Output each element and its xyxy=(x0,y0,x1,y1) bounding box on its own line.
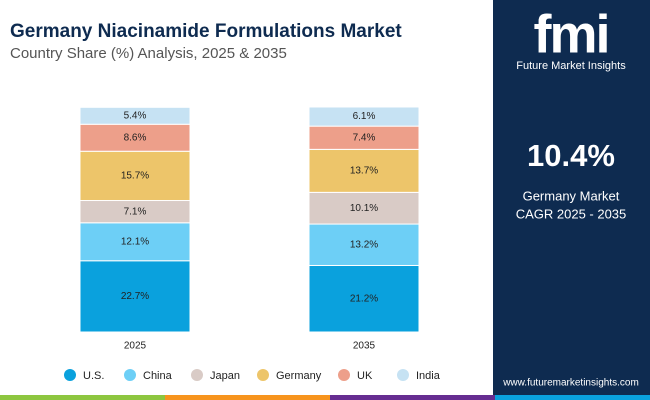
footer-strip xyxy=(0,395,165,400)
data-label: 22.7% xyxy=(121,291,149,302)
bar-segment xyxy=(79,123,191,152)
data-label: 15.7% xyxy=(121,171,149,182)
x-tick-label: 2035 xyxy=(353,341,376,352)
legend-swatch xyxy=(397,369,409,381)
data-label: 7.1% xyxy=(124,206,147,217)
legend-label: India xyxy=(416,370,441,382)
legend-label: Japan xyxy=(210,370,240,382)
brand-name: Future Market Insights xyxy=(516,60,626,72)
legend-label: China xyxy=(143,370,173,382)
legend-label: UK xyxy=(357,370,373,382)
bar-segment xyxy=(308,148,420,193)
highlight-caption: Germany Market xyxy=(523,188,620,203)
bar-segment xyxy=(308,106,420,127)
highlight-caption: CAGR 2025 - 2035 xyxy=(516,206,627,221)
logo: fmi xyxy=(534,4,609,64)
highlight-value: 10.4% xyxy=(527,138,615,173)
data-label: 13.2% xyxy=(350,239,378,250)
data-label: 21.2% xyxy=(350,293,378,304)
data-label: 8.6% xyxy=(124,132,147,143)
legend-swatch xyxy=(338,369,350,381)
bar-segment xyxy=(79,260,191,333)
sidebar xyxy=(493,0,650,395)
bar-segment xyxy=(79,106,191,125)
legend-label: Germany xyxy=(276,370,322,382)
bar-segment xyxy=(79,222,191,262)
bar-segment xyxy=(308,223,420,266)
chart-subtitle: Country Share (%) Analysis, 2025 & 2035 xyxy=(10,45,287,62)
legend-label: U.S. xyxy=(83,370,104,382)
legend-swatch xyxy=(257,369,269,381)
chart-title: Germany Niacinamide Formulations Market xyxy=(10,21,402,42)
website: www.futuremarketinsights.com xyxy=(502,378,639,389)
data-label: 6.1% xyxy=(353,111,376,122)
legend-swatch xyxy=(124,369,136,381)
bar-segment xyxy=(79,150,191,202)
bar-segment xyxy=(308,264,420,333)
data-label: 7.4% xyxy=(353,132,376,143)
data-label: 5.4% xyxy=(124,110,147,121)
data-label: 10.1% xyxy=(350,203,378,214)
data-label: 13.7% xyxy=(350,166,378,177)
legend-swatch xyxy=(64,369,76,381)
x-tick-label: 2025 xyxy=(124,341,147,352)
plot: 22.7% 12.1% 7.1% 15.7% 8.6% 5.4% 2025 21.2% 13.2… xyxy=(64,106,441,382)
legend-swatch xyxy=(191,369,203,381)
footer-strip xyxy=(165,395,330,400)
data-label: 12.1% xyxy=(121,236,149,247)
footer-strip xyxy=(495,395,650,400)
footer-strip xyxy=(330,395,495,400)
